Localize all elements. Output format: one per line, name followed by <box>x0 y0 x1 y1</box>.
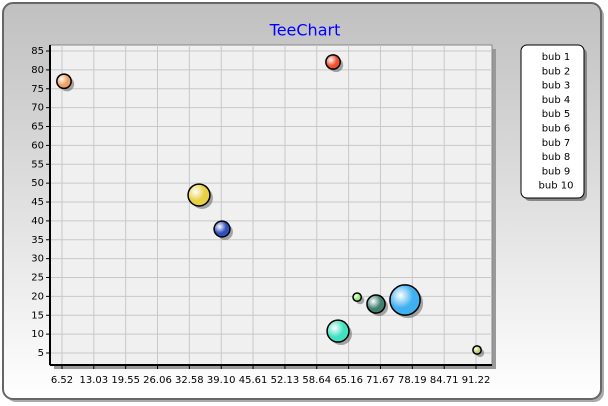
bubble <box>366 294 386 314</box>
legend-label: bub 6 <box>542 124 571 135</box>
y-tick-label: 10 <box>31 329 44 340</box>
legend <box>520 44 585 199</box>
y-tick-label: 5 <box>38 348 44 359</box>
plot-wall <box>49 44 493 366</box>
x-tick-label: 26.06 <box>143 375 172 386</box>
x-tick-label: 84.71 <box>430 375 459 386</box>
y-tick-label: 50 <box>31 178 44 189</box>
bubble <box>352 292 363 303</box>
x-tick-label: 32.58 <box>175 375 204 386</box>
y-tick-label: 60 <box>31 140 44 151</box>
x-tick-label: 52.13 <box>271 375 300 386</box>
legend-label: bub 7 <box>542 138 571 149</box>
x-tick-label: 58.64 <box>302 375 331 386</box>
x-tick-label: 65.16 <box>334 375 363 386</box>
y-tick-label: 65 <box>31 122 44 133</box>
bubble <box>389 284 421 316</box>
y-tick-label: 25 <box>31 273 44 284</box>
y-tick-label: 20 <box>31 291 44 302</box>
x-tick-label: 45.61 <box>239 375 268 386</box>
y-tick-label: 15 <box>31 310 44 321</box>
bubble <box>187 183 211 207</box>
legend-label: bub 3 <box>542 81 571 92</box>
legend-label: bub 5 <box>542 109 571 120</box>
y-tick-label: 35 <box>31 235 44 246</box>
y-tick-label: 75 <box>31 84 44 95</box>
x-tick-label: 6.52 <box>51 375 73 386</box>
x-tick-label: 71.67 <box>366 375 395 386</box>
bubble <box>56 73 72 90</box>
y-tick-label: 45 <box>31 197 44 208</box>
y-tick-label: 70 <box>31 103 44 114</box>
legend-label: bub 9 <box>542 166 571 177</box>
x-tick-label: 13.03 <box>79 375 108 386</box>
x-tick-label: 39.10 <box>207 375 236 386</box>
legend-label: bub 1 <box>542 52 571 63</box>
y-tick-label: 55 <box>31 159 44 170</box>
legend-label: bub 8 <box>542 152 571 163</box>
y-tick-label: 80 <box>31 65 44 76</box>
x-tick-label: 91.22 <box>462 375 491 386</box>
legend-label: bub 10 <box>539 181 574 192</box>
bubble <box>325 54 341 70</box>
legend-label: bub 4 <box>542 95 571 106</box>
bubble <box>213 220 231 238</box>
y-tick-label: 30 <box>31 254 44 265</box>
legend-label: bub 2 <box>542 66 571 77</box>
x-tick-label: 19.55 <box>111 375 140 386</box>
y-tick-label: 40 <box>31 216 44 227</box>
y-tick-label: 85 <box>31 46 44 57</box>
x-tick-label: 78.19 <box>398 375 427 386</box>
chart-title: TeeChart <box>269 21 341 40</box>
bubble <box>472 345 482 355</box>
bubble <box>326 319 350 343</box>
